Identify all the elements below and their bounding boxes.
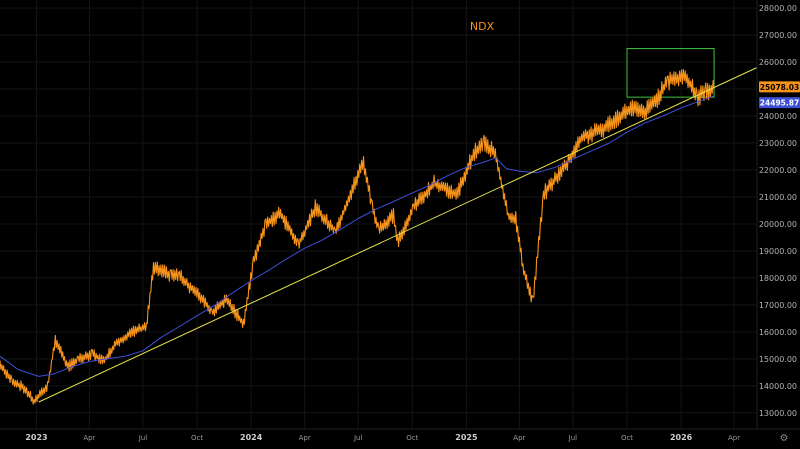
x-tick-label: 2025 — [455, 433, 478, 442]
x-tick-label: Oct — [406, 434, 418, 442]
x-tick-label: Jul — [353, 434, 363, 442]
y-tick-label: 27000.00 — [759, 31, 797, 40]
y-tick-label: 24000.00 — [759, 112, 797, 121]
series-layer — [0, 67, 758, 405]
x-axis[interactable]: 2023 Apr Jul Oct 2024 Apr Jul Oct 2025 Apr Jul Oct 2… — [25, 433, 740, 442]
x-tick-label: 2023 — [25, 433, 47, 442]
y-tick-label: 18000.00 — [759, 274, 797, 283]
y-tick-label: 23000.00 — [759, 139, 797, 148]
x-tick-label: Apr — [299, 434, 311, 442]
gear-icon[interactable]: ⚙ — [780, 433, 789, 444]
series-line-price — [0, 68, 715, 405]
y-tick-label: 13000.00 — [759, 409, 797, 418]
x-tick-label: Apr — [728, 434, 740, 442]
y-tick-label: 16000.00 — [759, 328, 797, 337]
series-line-trendline — [38, 67, 758, 403]
x-tick-label: Oct — [621, 434, 633, 442]
y-axis[interactable]: 13000.00 14000.00 15000.00 16000.00 17000.00… — [759, 4, 797, 418]
series-line-moving_average — [0, 95, 715, 377]
y-tick-label: 14000.00 — [759, 382, 797, 391]
price-label-tag — [759, 81, 800, 93]
price-label-tag — [759, 97, 800, 109]
x-tick-label: Oct — [191, 434, 203, 442]
y-tick-label: 20000.00 — [759, 220, 797, 229]
chart-title: NDX — [470, 20, 495, 33]
y-tick-label: 22000.00 — [759, 166, 797, 175]
price-label-text: 24495.87 — [760, 99, 799, 108]
price-label-text: 25078.03 — [760, 83, 799, 92]
x-tick-label: 2024 — [240, 433, 263, 442]
x-tick-label: Jul — [138, 434, 148, 442]
grid — [0, 0, 757, 429]
y-tick-label: 28000.00 — [759, 4, 797, 13]
price-labels: 25078.03 24495.87 — [759, 81, 800, 109]
x-tick-label: Jul — [568, 434, 578, 442]
range-box-layer — [626, 48, 715, 98]
range-box — [626, 48, 715, 98]
y-tick-label: 19000.00 — [759, 247, 797, 256]
x-tick-label: Apr — [83, 434, 95, 442]
y-tick-label: 21000.00 — [759, 193, 797, 202]
y-tick-label: 15000.00 — [759, 355, 797, 364]
x-tick-label: 2026 — [670, 433, 693, 442]
x-tick-label: Apr — [513, 434, 525, 442]
y-tick-label: 17000.00 — [759, 301, 797, 310]
settings-gear-button[interactable]: ⚙ — [769, 430, 800, 445]
y-tick-label: 26000.00 — [759, 58, 797, 67]
